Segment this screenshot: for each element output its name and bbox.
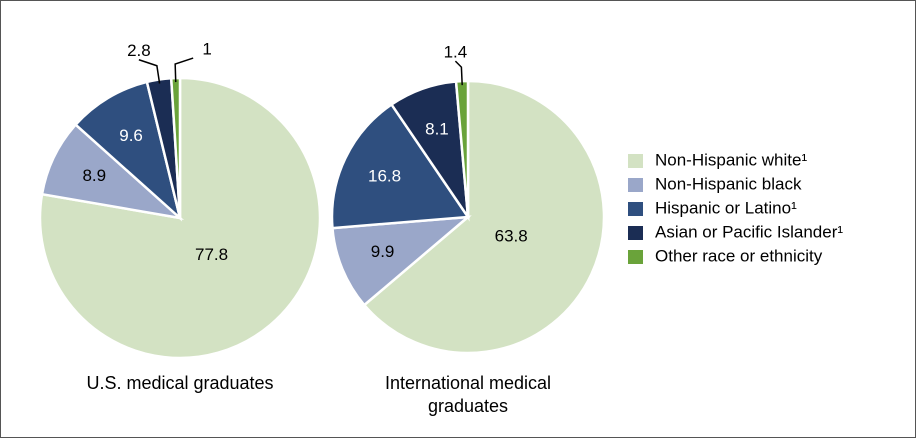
- legend-swatch: [628, 154, 643, 168]
- data-label: 9.6: [119, 126, 143, 145]
- legend-label: Non-Hispanic black: [655, 174, 802, 193]
- data-label: 77.8: [195, 245, 228, 264]
- data-label: 1.4: [444, 43, 468, 62]
- legend-label: Non-Hispanic white¹: [655, 150, 807, 169]
- data-label: 8.9: [82, 166, 106, 185]
- legend-swatch: [628, 226, 643, 240]
- legend-label: Other race or ethnicity: [655, 246, 823, 265]
- legend-swatch: [628, 178, 643, 192]
- legend-swatch: [628, 250, 643, 264]
- leader-line: [454, 60, 463, 86]
- legend-label: Hispanic or Latino¹: [655, 198, 797, 217]
- data-label: 8.1: [425, 119, 449, 138]
- data-label: 63.8: [495, 226, 528, 245]
- data-label: 16.8: [368, 167, 401, 186]
- leader-line: [174, 57, 194, 83]
- pie-slice: [362, 79, 606, 355]
- data-label: 2.8: [127, 41, 151, 60]
- pie-slice: [330, 102, 471, 230]
- data-label: 1: [202, 40, 211, 59]
- pie-title: U.S. medical graduates: [86, 373, 274, 393]
- legend-label: Asian or Pacific Islander¹: [655, 222, 843, 241]
- legend-swatch: [628, 202, 643, 216]
- data-label: 9.9: [371, 242, 395, 261]
- pie-slice: [331, 215, 472, 307]
- pie-title: International medical graduates: [384, 373, 552, 416]
- leader-line: [138, 59, 161, 84]
